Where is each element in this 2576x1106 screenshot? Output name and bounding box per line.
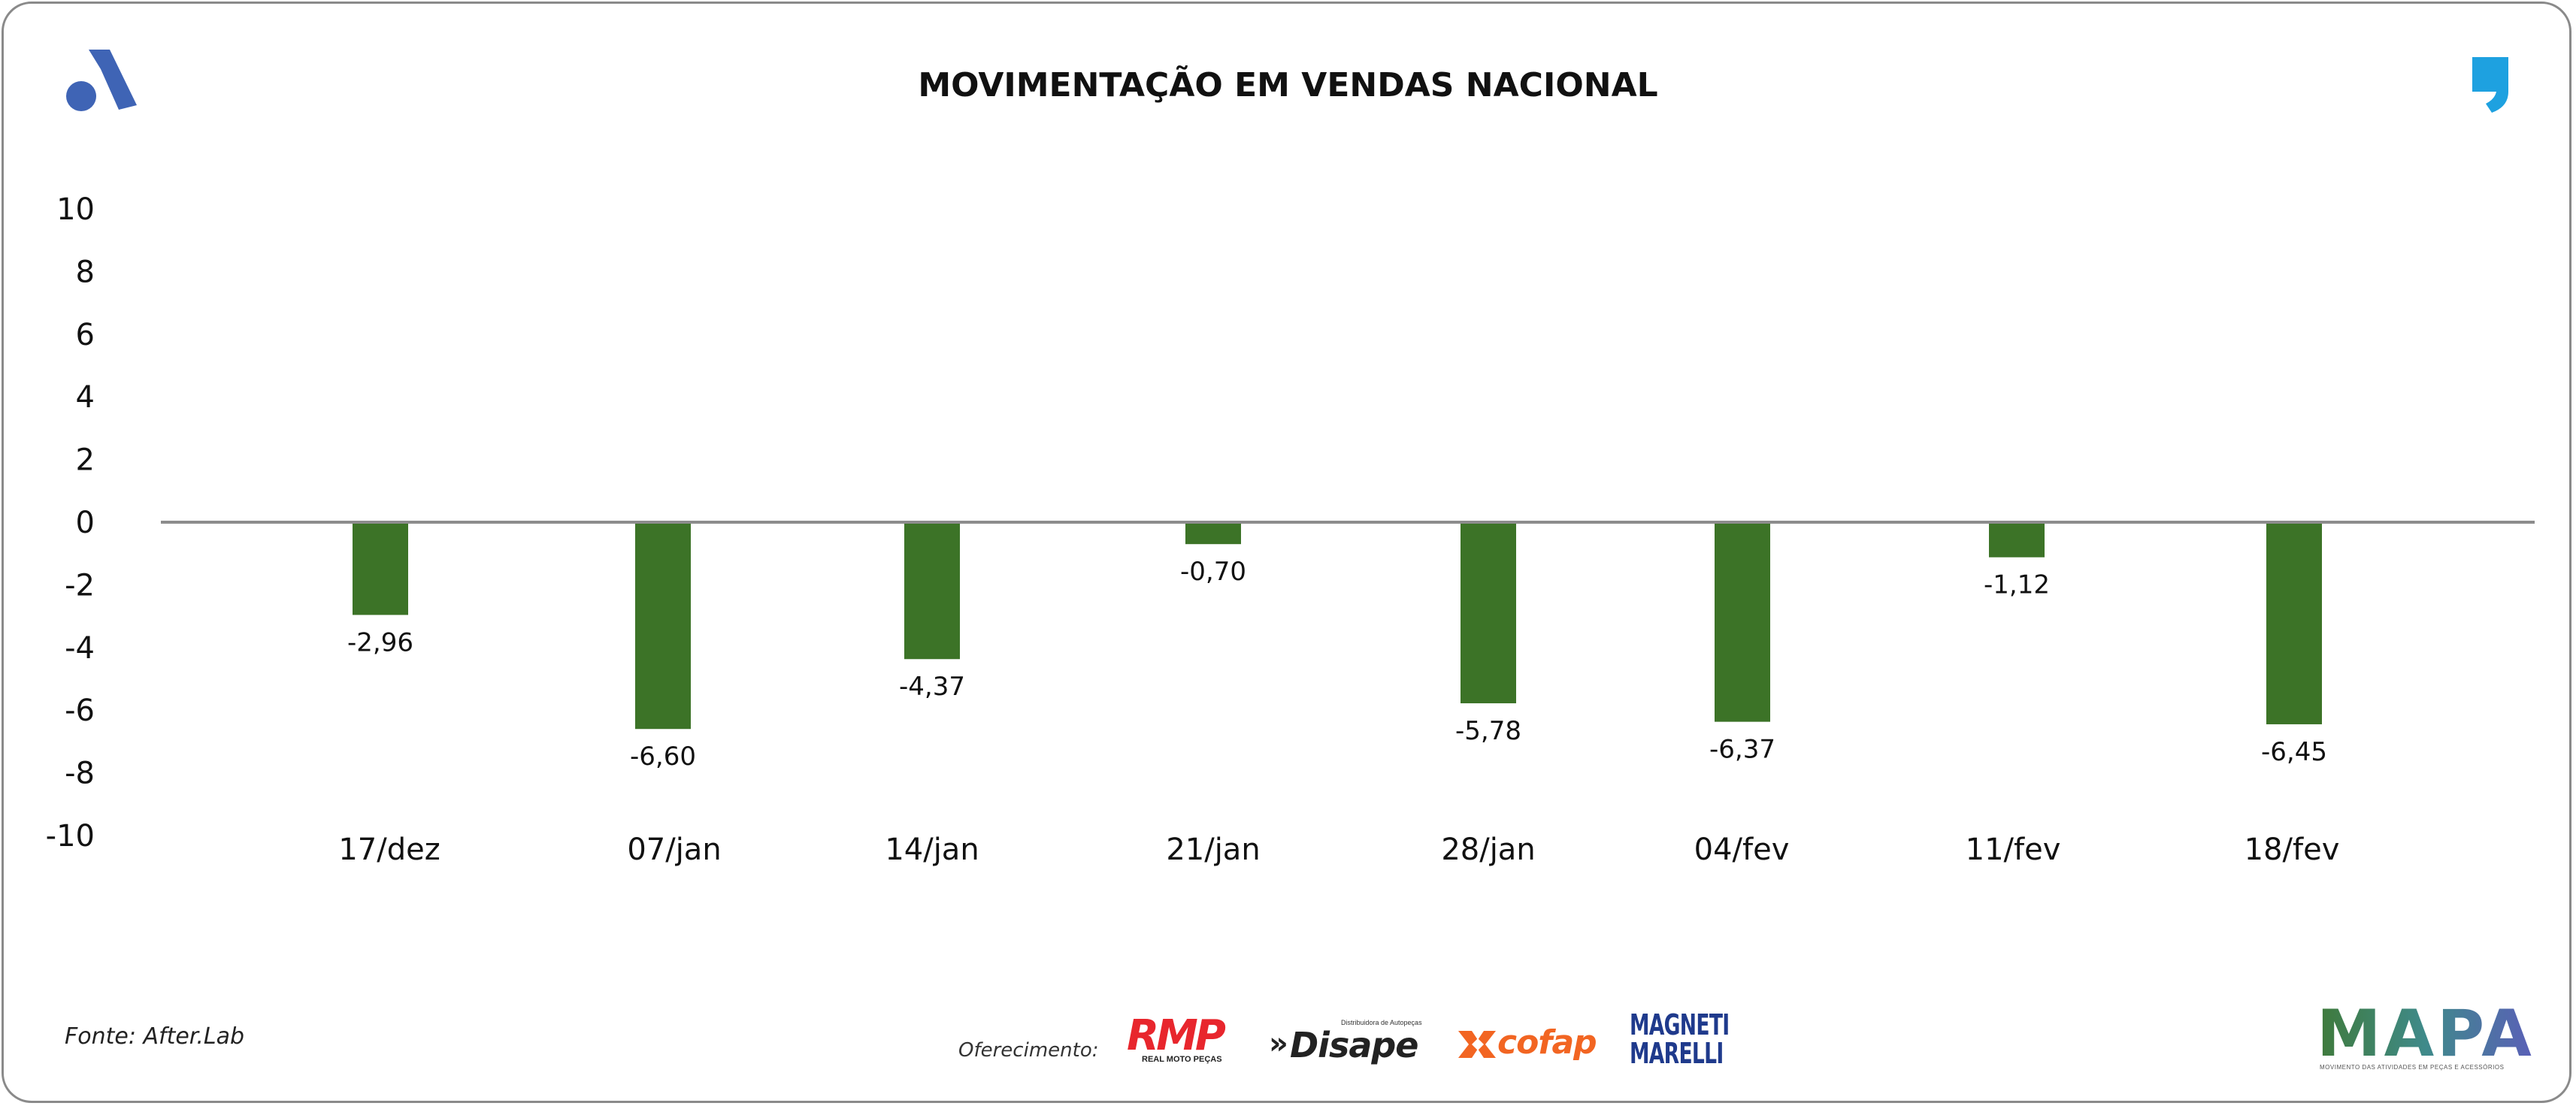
magneti-logo-text: MAGNETI [1630,1008,1730,1041]
magneti-marelli-logo: MAGNETI MARELLI [1630,1008,1750,1070]
sponsor-label: Oferecimento: [958,1039,1099,1062]
y-tick-label: 2 [76,443,95,478]
bar [1989,522,2045,558]
cofap-logo: cofap [1455,1022,1613,1064]
bar [1461,522,1516,704]
x-tick-label: 21/jan [1166,833,1260,867]
disape-chevrons: » [1269,1026,1288,1061]
brand-logo-icon [66,50,137,111]
bar-value-label: -6,37 [1709,735,1775,765]
y-tick-label: 4 [76,380,95,415]
bar [353,522,408,615]
bar-value-label: -0,70 [1180,557,1246,587]
mapa-logo-subtext: MOVIMENTO DAS ATIVIDADES EM PEÇAS E ACES… [2320,1064,2505,1071]
bar-chart: 10 8 6 4 2 0 -2 -4 -6 -8 -10 -2,96 -6,60 -4,37 -0,70 -5… [46,192,2535,867]
bar-value-label: -6,60 [630,742,696,772]
y-tick-label: 10 [56,192,95,227]
disape-logo-subtext: Distribuidora de Autopeças [1341,1019,1422,1026]
source-note: Fonte: After.Lab [65,1023,245,1050]
rmp-logo: RMP REAL MOTO PEÇAS [1125,1011,1247,1068]
y-tick-label: 0 [76,506,95,540]
bar [904,522,960,660]
bar-value-label: -2,96 [347,627,413,657]
x-tick-label: 14/jan [885,833,979,867]
y-tick-label: -6 [65,694,95,728]
disape-logo: Distribuidora de Autopeças » Disape [1269,1019,1430,1065]
cofap-logo-text: cofap [1497,1023,1597,1062]
y-tick-label: -10 [46,819,95,854]
bar [1715,522,1770,722]
bar-value-label: -4,37 [899,672,965,702]
marelli-logo-text: MARELLI [1630,1037,1724,1070]
bar-value-label: -5,78 [1455,716,1521,746]
y-tick-label: -2 [65,568,95,603]
disape-logo-text: Disape [1290,1025,1418,1065]
rmp-logo-subtext: REAL MOTO PEÇAS [1142,1055,1222,1064]
bar [1185,522,1241,545]
y-tick-label: 6 [76,318,95,352]
bar [635,522,691,730]
x-tick-label: 07/jan [627,833,721,867]
chart-title: MOVIMENTAÇÃO EM VENDAS NACIONAL [918,66,1658,104]
mapa-logo-text: MAPA [2317,996,2535,1071]
x-tick-label: 11/fev [1966,833,2061,867]
y-tick-label: 8 [76,255,95,289]
x-tick-label: 28/jan [1441,833,1535,867]
bar [2266,522,2322,724]
x-tick-label: 18/fev [2245,833,2340,867]
x-tick-label: 04/fev [1694,833,1790,867]
x-tick-label: 17/dez [338,833,440,867]
y-tick-label: -4 [65,631,95,666]
quote-comma-icon [2472,57,2508,113]
mapa-logo: MAPA MOVIMENTO DAS ATIVIDADES EM PEÇAS E… [2317,996,2532,1074]
cofap-x-icon [1458,1031,1496,1058]
bar-value-label: -1,12 [1984,570,2050,600]
y-tick-label: -8 [65,757,95,791]
rmp-logo-text: RMP [1127,1011,1226,1060]
bar-value-label: -6,45 [2261,737,2327,767]
